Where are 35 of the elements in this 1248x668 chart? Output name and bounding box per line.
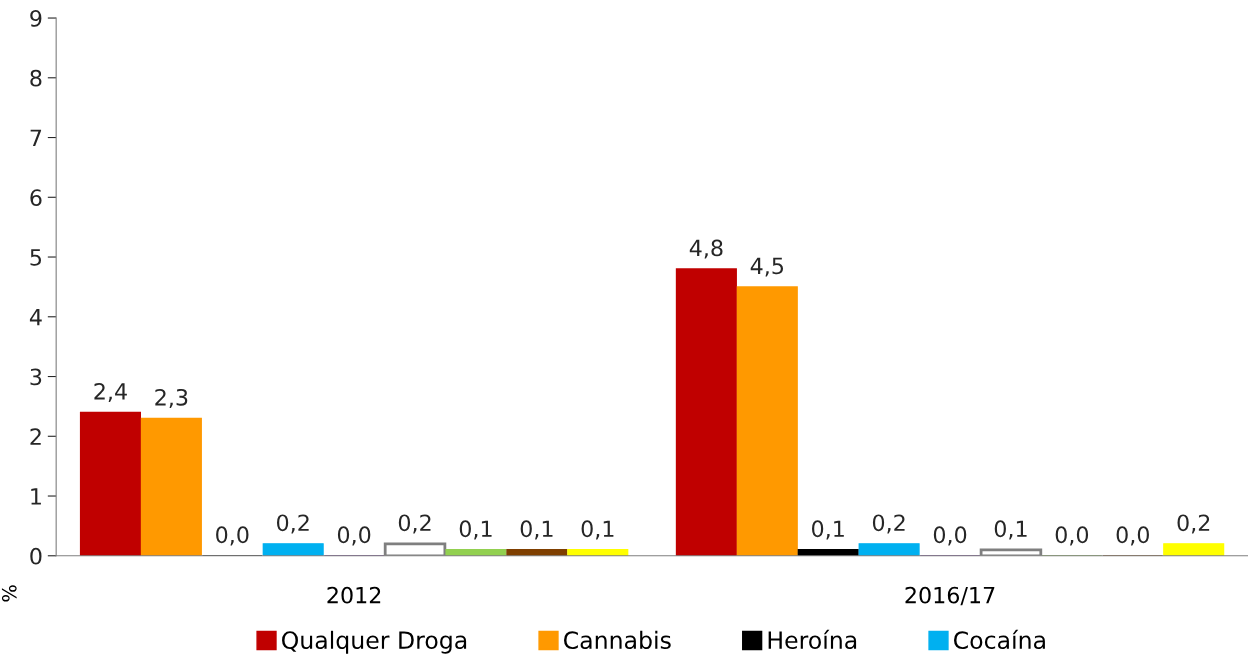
y-tick-label: 6 [30, 189, 42, 207]
data-label: 0,0 [337, 526, 371, 546]
data-label: 0,1 [994, 520, 1027, 540]
x-tick-label: 2016/17 [905, 586, 995, 606]
data-label: 0,0 [1116, 526, 1149, 546]
legend-label: Qualquer Droga [282, 630, 467, 654]
legend-label: Cannabis [564, 630, 671, 650]
data-label: 2,4 [94, 382, 127, 403]
data-label: 0,2 [398, 514, 431, 534]
data-label: 0,0 [933, 526, 967, 546]
y-tick-label: 8 [30, 69, 42, 87]
data-label: 0,0 [1055, 526, 1089, 546]
data-label: 0,1 [520, 520, 553, 540]
data-label: 2,3 [155, 388, 188, 408]
data-label: 0,0 [216, 526, 249, 546]
y-axis-title: % [1, 585, 17, 602]
data-label: 0,1 [581, 520, 614, 540]
data-label: 0,2 [872, 514, 905, 534]
data-label: 0,1 [812, 520, 844, 540]
y-tick-label: 7 [30, 129, 42, 146]
y-tick-label: 3 [30, 368, 42, 386]
data-label: 0,1 [459, 520, 492, 540]
y-tick-label: 2 [30, 428, 41, 445]
data-label: 4,5 [750, 257, 784, 277]
y-tick-label: 5 [30, 249, 42, 266]
data-label: 0,2 [277, 514, 309, 534]
y-tick-label: 1 [31, 488, 41, 505]
x-tick-label: 2012 [327, 586, 381, 604]
data-label: 0,2 [1177, 514, 1210, 534]
y-tick-label: 4 [29, 309, 42, 326]
legend-label: Cocaína [954, 629, 1045, 650]
y-tick-label: 9 [30, 9, 42, 27]
data-label: 4,8 [689, 239, 723, 259]
legend-label: Heroína [768, 629, 857, 650]
y-tick-label: 0 [30, 547, 42, 565]
